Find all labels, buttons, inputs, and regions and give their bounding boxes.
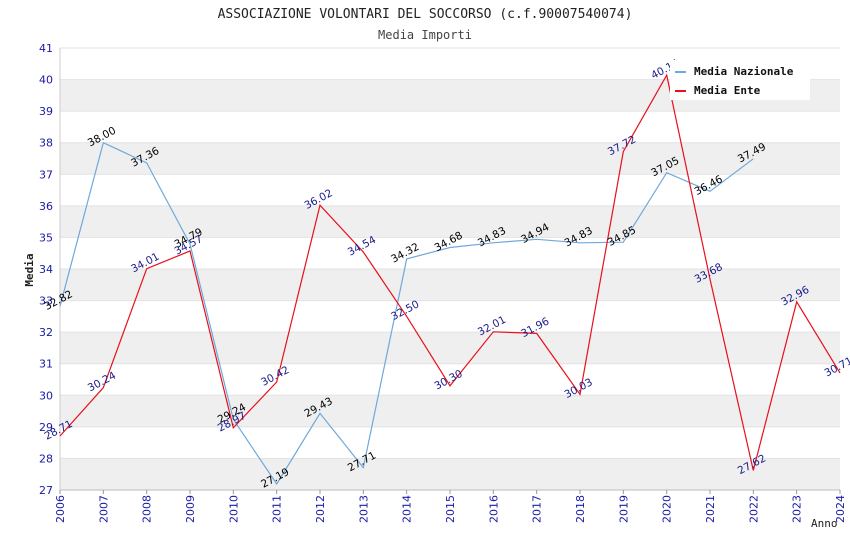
x-tick-label: 2022 xyxy=(747,495,760,523)
chart-title: ASSOCIAZIONE VOLONTARI DEL SOCCORSO (c.f… xyxy=(218,7,633,22)
x-tick-label: 2007 xyxy=(97,495,110,523)
grid-band xyxy=(60,332,840,364)
y-tick-label: 39 xyxy=(39,105,53,118)
x-tick-label: 2006 xyxy=(54,495,67,523)
y-tick-label: 28 xyxy=(39,452,53,465)
x-tick-label: 2018 xyxy=(574,495,587,523)
y-tick-label: 29 xyxy=(39,421,53,434)
y-tick-label: 30 xyxy=(39,389,53,402)
y-tick-label: 40 xyxy=(39,74,53,87)
y-tick-label: 32 xyxy=(39,326,53,339)
x-tick-label: 2012 xyxy=(314,495,327,523)
x-tick-label: 2013 xyxy=(357,495,370,523)
x-tick-label: 2021 xyxy=(704,495,717,523)
legend: Media Nazionale Media Ente xyxy=(670,60,810,100)
grid-bands xyxy=(60,47,840,491)
chart-subtitle: Media Importi xyxy=(378,28,472,42)
grid-band xyxy=(60,142,840,175)
x-tick-label: 2009 xyxy=(184,495,197,523)
x-tick-label: 2017 xyxy=(531,495,544,523)
x-tick-labels: 2006 2007 2008 2009 2010 2011 2012 2013 2014 2015… xyxy=(54,490,847,523)
x-tick-label: 2019 xyxy=(617,495,630,523)
series-line-0 xyxy=(59,141,754,486)
grid-band xyxy=(60,458,840,490)
x-tick-label: 2010 xyxy=(227,495,240,523)
legend-label-nazionale: Media Nazionale xyxy=(694,65,794,78)
x-tick-label: 2011 xyxy=(271,495,284,523)
y-tick-label: 36 xyxy=(39,200,53,213)
x-tick-label: 2016 xyxy=(487,495,500,523)
x-tick-label: 2023 xyxy=(791,495,804,523)
grid-band xyxy=(60,426,840,459)
x-tick-label: 2020 xyxy=(661,495,674,523)
y-tick-label: 37 xyxy=(39,168,53,181)
legend-label-ente: Media Ente xyxy=(694,84,761,97)
x-axis-title: Anno xyxy=(811,517,838,530)
grid-band xyxy=(60,363,840,396)
x-tick-label: 2014 xyxy=(401,495,414,523)
grid-band xyxy=(60,269,840,301)
legend-box xyxy=(670,60,810,100)
series-lines xyxy=(59,73,841,486)
y-tick-labels: 27 28 29 30 31 32 33 34 35 36 37 38 39 40 41 xyxy=(39,42,53,497)
y-axis-title: Media xyxy=(23,253,36,286)
y-tick-label: 27 xyxy=(39,484,53,497)
y-tick-label: 35 xyxy=(39,231,53,244)
grid-band xyxy=(60,395,840,427)
grid-band xyxy=(60,174,840,206)
y-tick-label: 38 xyxy=(39,137,53,150)
grid-band xyxy=(60,300,840,333)
y-tick-label: 33 xyxy=(39,295,53,308)
grid-band xyxy=(60,205,840,238)
grid-band xyxy=(60,111,840,143)
series-line-1 xyxy=(59,73,841,471)
x-tick-label: 2024 xyxy=(834,495,847,523)
y-tick-label: 34 xyxy=(39,263,53,276)
y-tick-label: 41 xyxy=(39,42,53,55)
x-tick-label: 2008 xyxy=(141,495,154,523)
x-tick-label: 2015 xyxy=(444,495,457,523)
y-tick-label: 31 xyxy=(39,358,53,371)
